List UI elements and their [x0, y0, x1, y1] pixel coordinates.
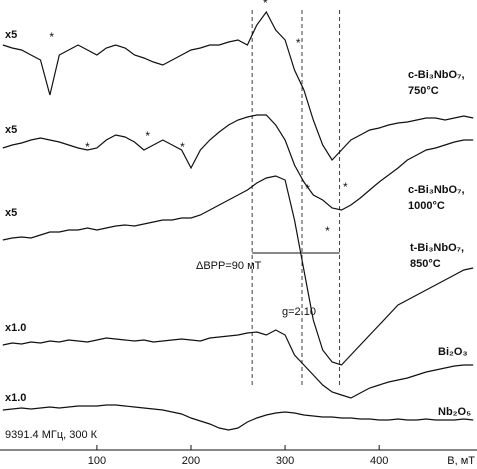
- star-marker: *: [49, 30, 54, 44]
- x-axis-label: B, мТ: [447, 455, 475, 467]
- star-marker: *: [180, 140, 185, 154]
- gain-label: x5: [5, 124, 17, 136]
- g-label: g=2.10: [282, 306, 316, 318]
- conditions: 9391.4 МГц, 300 К: [5, 429, 98, 441]
- spectrum-line: [2, 329, 474, 399]
- star-marker: *: [145, 129, 150, 143]
- star-marker: *: [325, 224, 330, 238]
- spectrum-line: [2, 404, 474, 431]
- star-marker: *: [85, 140, 90, 154]
- x-tick-label: 300: [276, 455, 294, 467]
- x-tick-label: 400: [370, 455, 388, 467]
- series-label: Nb₂O₅: [438, 406, 471, 418]
- gain-label: x5: [5, 207, 17, 219]
- series-label: c-Bi₃NbO₇, 750°C: [408, 69, 465, 97]
- series-label: c-Bi₃NbO₇, 1000°C: [408, 184, 465, 212]
- spectrum-line: [2, 114, 474, 211]
- gain-label: x1.0: [5, 392, 26, 404]
- dbpp-label: ΔBPP=90 мТ: [196, 260, 262, 272]
- gain-label: x1.0: [5, 322, 26, 334]
- star-marker: *: [305, 182, 310, 196]
- spectrum-line: [2, 10, 474, 161]
- gain-label: x5: [5, 29, 17, 41]
- star-marker: *: [263, 0, 268, 10]
- x-tick-label: 100: [88, 455, 106, 467]
- spectrum-line: [2, 175, 474, 366]
- star-marker: *: [343, 180, 348, 194]
- x-tick-label: 200: [182, 455, 200, 467]
- star-marker: *: [296, 36, 301, 50]
- series-label: t-Bi₃NbO₇, 850°C: [410, 242, 464, 270]
- series-label: Bi₂O₃: [438, 346, 468, 358]
